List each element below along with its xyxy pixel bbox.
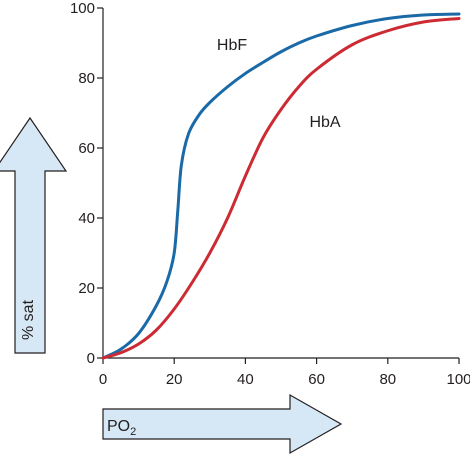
x-tick-label: 0 xyxy=(99,371,107,388)
y-axis-label: % sat xyxy=(20,299,37,340)
x-tick-label: 20 xyxy=(166,371,183,388)
x-tick-label: 80 xyxy=(379,371,396,388)
y-axis-arrow xyxy=(0,116,68,354)
x-axis-label-main: PO xyxy=(107,418,130,435)
y-tick-label: 100 xyxy=(70,0,95,17)
y-tick-label: 80 xyxy=(78,70,95,87)
series-label-hbf: HbF xyxy=(217,37,247,54)
y-tick-label: 0 xyxy=(87,350,95,367)
series-label-hba: HbA xyxy=(309,114,340,131)
y-tick-label: 60 xyxy=(78,140,95,157)
y-tick-label: 20 xyxy=(78,280,95,297)
x-tick-label: 100 xyxy=(446,371,470,388)
x-tick-label: 60 xyxy=(308,371,325,388)
y-tick-label: 40 xyxy=(78,210,95,227)
series-line-hba xyxy=(101,17,461,360)
x-tick-label: 40 xyxy=(237,371,254,388)
series-line-hbf xyxy=(101,12,461,360)
x-axis-arrow xyxy=(102,393,343,455)
x-axis-label: PO2 xyxy=(107,418,136,438)
x-axis-label-sub: 2 xyxy=(130,426,136,438)
